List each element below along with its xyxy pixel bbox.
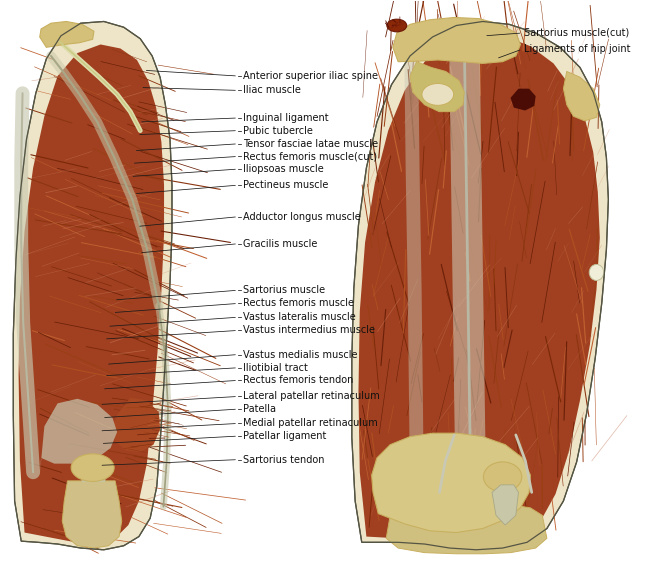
Text: Pectineus muscle: Pectineus muscle — [243, 180, 328, 190]
Polygon shape — [393, 17, 521, 63]
Text: Patella: Patella — [243, 404, 276, 414]
Polygon shape — [352, 21, 608, 550]
Polygon shape — [359, 33, 600, 547]
Polygon shape — [40, 399, 117, 475]
Text: Pubic tubercle: Pubic tubercle — [243, 126, 313, 136]
Polygon shape — [564, 72, 600, 121]
Text: Adductor longus muscle: Adductor longus muscle — [243, 212, 361, 222]
Text: Vastus lateralis muscle: Vastus lateralis muscle — [243, 312, 355, 322]
Text: Iliac muscle: Iliac muscle — [243, 85, 301, 95]
Text: Patellar ligament: Patellar ligament — [243, 431, 326, 441]
Text: Gracilis muscle: Gracilis muscle — [243, 239, 317, 249]
Polygon shape — [19, 44, 164, 544]
Text: Sartorius muscle(cut): Sartorius muscle(cut) — [524, 28, 629, 38]
Text: Rectus femoris tendon: Rectus femoris tendon — [243, 376, 353, 385]
Polygon shape — [372, 433, 531, 533]
Ellipse shape — [71, 454, 114, 481]
Polygon shape — [386, 502, 547, 554]
Text: Sartorius muscle: Sartorius muscle — [243, 285, 325, 295]
Ellipse shape — [387, 19, 407, 32]
Text: Lateral patellar retinaculum: Lateral patellar retinaculum — [243, 391, 380, 402]
Text: Sartorius tendon: Sartorius tendon — [243, 455, 324, 464]
Polygon shape — [13, 21, 172, 550]
Ellipse shape — [589, 264, 604, 280]
Ellipse shape — [483, 462, 522, 492]
Polygon shape — [112, 398, 160, 452]
Polygon shape — [492, 485, 519, 525]
Text: Iliotibial tract: Iliotibial tract — [243, 363, 307, 373]
Ellipse shape — [422, 84, 454, 106]
Polygon shape — [511, 89, 536, 110]
Text: Tensor fasciae latae muscle: Tensor fasciae latae muscle — [243, 139, 378, 149]
Polygon shape — [40, 21, 94, 47]
Text: Inguinal ligament: Inguinal ligament — [243, 113, 329, 123]
Text: Vastus medialis muscle: Vastus medialis muscle — [243, 350, 357, 359]
Polygon shape — [62, 481, 122, 548]
Text: Vastus intermedius muscle: Vastus intermedius muscle — [243, 325, 374, 335]
Text: Medial patellar retinaculum: Medial patellar retinaculum — [243, 418, 378, 429]
Text: Rectus femoris muscle(cut): Rectus femoris muscle(cut) — [243, 151, 377, 162]
Polygon shape — [410, 62, 464, 111]
Text: Ligaments of hip joint: Ligaments of hip joint — [524, 44, 630, 54]
Text: Iliopsoas muscle: Iliopsoas muscle — [243, 164, 323, 174]
Text: Rectus femoris muscle: Rectus femoris muscle — [243, 298, 354, 309]
Text: Anterior superior iliac spine: Anterior superior iliac spine — [243, 71, 378, 81]
